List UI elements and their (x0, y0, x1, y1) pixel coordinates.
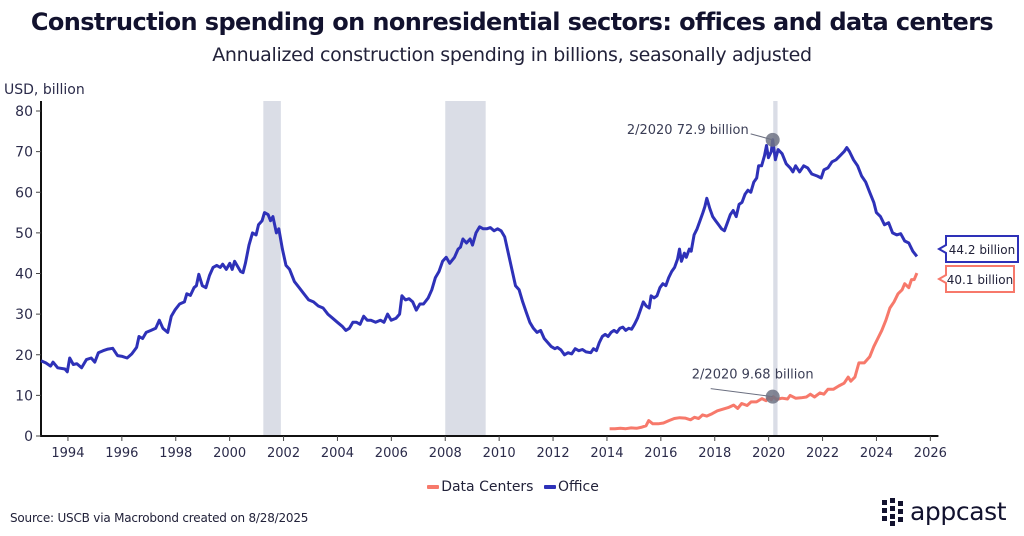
x-tick-label: 2008 (429, 446, 462, 461)
x-tick-label: 2026 (914, 446, 947, 461)
recession-band (445, 101, 486, 436)
x-tick-label: 2020 (752, 446, 785, 461)
legend-label-office: Office (557, 479, 599, 495)
x-tick-label: 2006 (375, 446, 408, 461)
x-tick-label: 1996 (105, 446, 138, 461)
dot-grid-icon (882, 497, 903, 526)
legend-swatch-office (543, 485, 556, 489)
legend-swatch-data-centers (427, 485, 440, 489)
y-tick-label: 0 (24, 429, 33, 445)
y-tick-label: 40 (15, 267, 33, 283)
x-tick-label: 2024 (860, 446, 893, 461)
axes: USD, billion 0 10 20 30 40 50 60 70 80 1994 1996 19… (4, 82, 947, 461)
x-tick-label: 2004 (321, 446, 354, 461)
y-tick-label: 80 (15, 104, 33, 120)
x-tick-label: 1998 (159, 446, 192, 461)
end-label-data-centers: 40.1 billion (936, 265, 1015, 293)
recession-band (263, 101, 281, 436)
annotation-label: 2/2020 72.9 billion (627, 123, 749, 138)
x-tick-label: 2014 (590, 446, 623, 461)
series-line-office (40, 138, 919, 374)
y-tick-label: 10 (15, 388, 33, 404)
x-tick-label: 2022 (806, 446, 839, 461)
annotation-label: 2/2020 9.68 billion (692, 368, 814, 383)
end-label-box (936, 265, 1015, 293)
legend-item-office: Office (542, 479, 599, 495)
chart-title: Construction spending on nonresidential … (30, 8, 994, 36)
end-label-text: 40.1 billion (947, 273, 1013, 287)
end-label-box (936, 235, 1019, 263)
y-tick-label: 50 (15, 226, 33, 242)
y-axis-label: USD, billion (4, 82, 85, 98)
legend-item-data-centers: Data Centers (425, 479, 533, 495)
y-tick-label: 60 (15, 185, 33, 201)
legend: Data Centers Office (0, 477, 1024, 495)
source-note: Source: USCB via Macrobond created on 8/… (10, 511, 309, 525)
annotations: 2/2020 72.9 billion 2/2020 9.68 billion 44… (627, 123, 1019, 404)
y-tick-label: 70 (15, 145, 33, 161)
annotation-marker (765, 132, 780, 147)
x-tick-label: 2018 (698, 446, 731, 461)
x-tick-label: 2010 (483, 446, 516, 461)
end-label-office: 44.2 billion (936, 235, 1019, 263)
appcast-logo: appcast (882, 497, 1007, 526)
logo-text: appcast (910, 497, 1007, 526)
x-tick-label: 2016 (644, 446, 677, 461)
chart-subtitle: Annualized construction spending in bill… (212, 44, 812, 66)
x-tick-label: 1994 (51, 446, 84, 461)
annotation-marker (765, 389, 780, 404)
x-tick-label: 2000 (213, 446, 246, 461)
end-label-text: 44.2 billion (949, 243, 1015, 257)
annotation-leader (710, 388, 773, 398)
legend-label-data-centers: Data Centers (441, 479, 534, 495)
y-tick-label: 20 (15, 348, 33, 364)
x-tick-label: 2002 (267, 446, 300, 461)
y-tick-label: 30 (15, 307, 33, 323)
recession-band (773, 101, 778, 436)
x-tick-label: 2012 (537, 446, 570, 461)
recession-bands (263, 101, 778, 436)
